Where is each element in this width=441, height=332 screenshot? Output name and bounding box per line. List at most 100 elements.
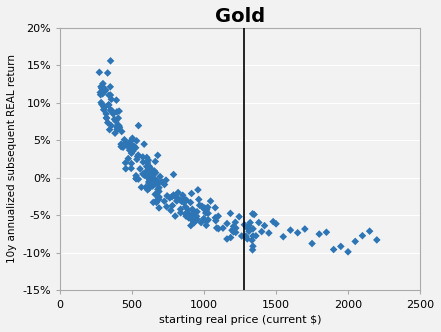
Point — [145, 169, 152, 174]
Point — [141, 171, 148, 176]
Point — [156, 185, 163, 190]
Point — [185, 207, 192, 212]
Point — [146, 164, 153, 169]
Point — [122, 166, 129, 171]
Point — [144, 187, 151, 193]
Point — [118, 144, 125, 149]
Point — [128, 166, 135, 171]
Point — [182, 211, 189, 216]
Point — [230, 224, 237, 229]
Point — [232, 225, 239, 231]
Point — [247, 220, 254, 225]
Point — [174, 196, 181, 202]
Point — [195, 197, 202, 202]
Point — [101, 89, 108, 94]
Point — [168, 194, 176, 199]
Point — [132, 173, 139, 178]
Point — [155, 194, 162, 200]
Point — [129, 148, 136, 154]
Point — [212, 218, 219, 223]
Point — [146, 177, 153, 182]
Point — [100, 84, 107, 90]
Point — [100, 107, 107, 112]
Point — [100, 87, 107, 92]
Point — [114, 122, 121, 127]
Point — [146, 181, 153, 186]
Point — [147, 166, 154, 171]
Point — [366, 228, 373, 234]
Point — [316, 231, 323, 237]
Point — [143, 168, 150, 173]
Point — [227, 211, 234, 216]
Point — [183, 213, 190, 219]
Point — [102, 87, 109, 93]
Point — [118, 129, 125, 134]
Point — [135, 152, 142, 158]
Point — [172, 213, 179, 219]
Point — [179, 193, 186, 198]
Point — [203, 223, 210, 228]
Point — [224, 221, 231, 226]
Point — [238, 233, 245, 239]
Point — [103, 115, 110, 121]
Point — [337, 244, 344, 249]
Point — [144, 160, 151, 166]
Point — [130, 143, 137, 149]
Point — [189, 216, 196, 221]
Point — [250, 244, 257, 249]
X-axis label: starting real price (current $): starting real price (current $) — [159, 315, 321, 325]
Point — [196, 203, 203, 208]
Point — [137, 166, 144, 172]
Point — [149, 183, 156, 189]
Point — [351, 239, 359, 244]
Point — [140, 159, 147, 165]
Point — [149, 178, 156, 183]
Point — [151, 168, 158, 174]
Point — [176, 197, 183, 203]
Point — [120, 145, 127, 150]
Point — [183, 198, 190, 203]
Point — [105, 102, 112, 107]
Point — [143, 164, 150, 169]
Point — [139, 171, 146, 177]
Point — [261, 223, 268, 228]
Point — [167, 208, 174, 213]
Point — [172, 194, 179, 199]
Point — [113, 124, 120, 130]
Point — [107, 84, 114, 89]
Point — [182, 204, 189, 209]
Point — [135, 177, 142, 182]
Point — [152, 170, 159, 175]
Point — [177, 210, 184, 215]
Point — [170, 192, 177, 198]
Point — [187, 200, 194, 205]
Point — [187, 223, 194, 228]
Point — [127, 138, 135, 144]
Point — [153, 178, 161, 184]
Point — [121, 137, 128, 142]
Point — [127, 143, 134, 148]
Point — [149, 170, 157, 176]
Point — [96, 70, 103, 75]
Point — [249, 247, 256, 253]
Point — [180, 200, 187, 205]
Point — [128, 150, 135, 156]
Point — [152, 192, 159, 197]
Point — [146, 186, 153, 191]
Point — [207, 199, 214, 204]
Point — [204, 205, 211, 210]
Point — [170, 172, 177, 177]
Point — [309, 241, 316, 246]
Point — [123, 140, 130, 145]
Point — [125, 156, 132, 161]
Point — [132, 145, 139, 150]
Point — [113, 98, 120, 103]
Point — [111, 117, 118, 122]
Point — [107, 108, 114, 113]
Point — [232, 219, 239, 225]
Point — [212, 205, 219, 210]
Point — [145, 164, 152, 169]
Point — [154, 153, 161, 158]
Point — [186, 211, 193, 217]
Point — [133, 138, 140, 143]
